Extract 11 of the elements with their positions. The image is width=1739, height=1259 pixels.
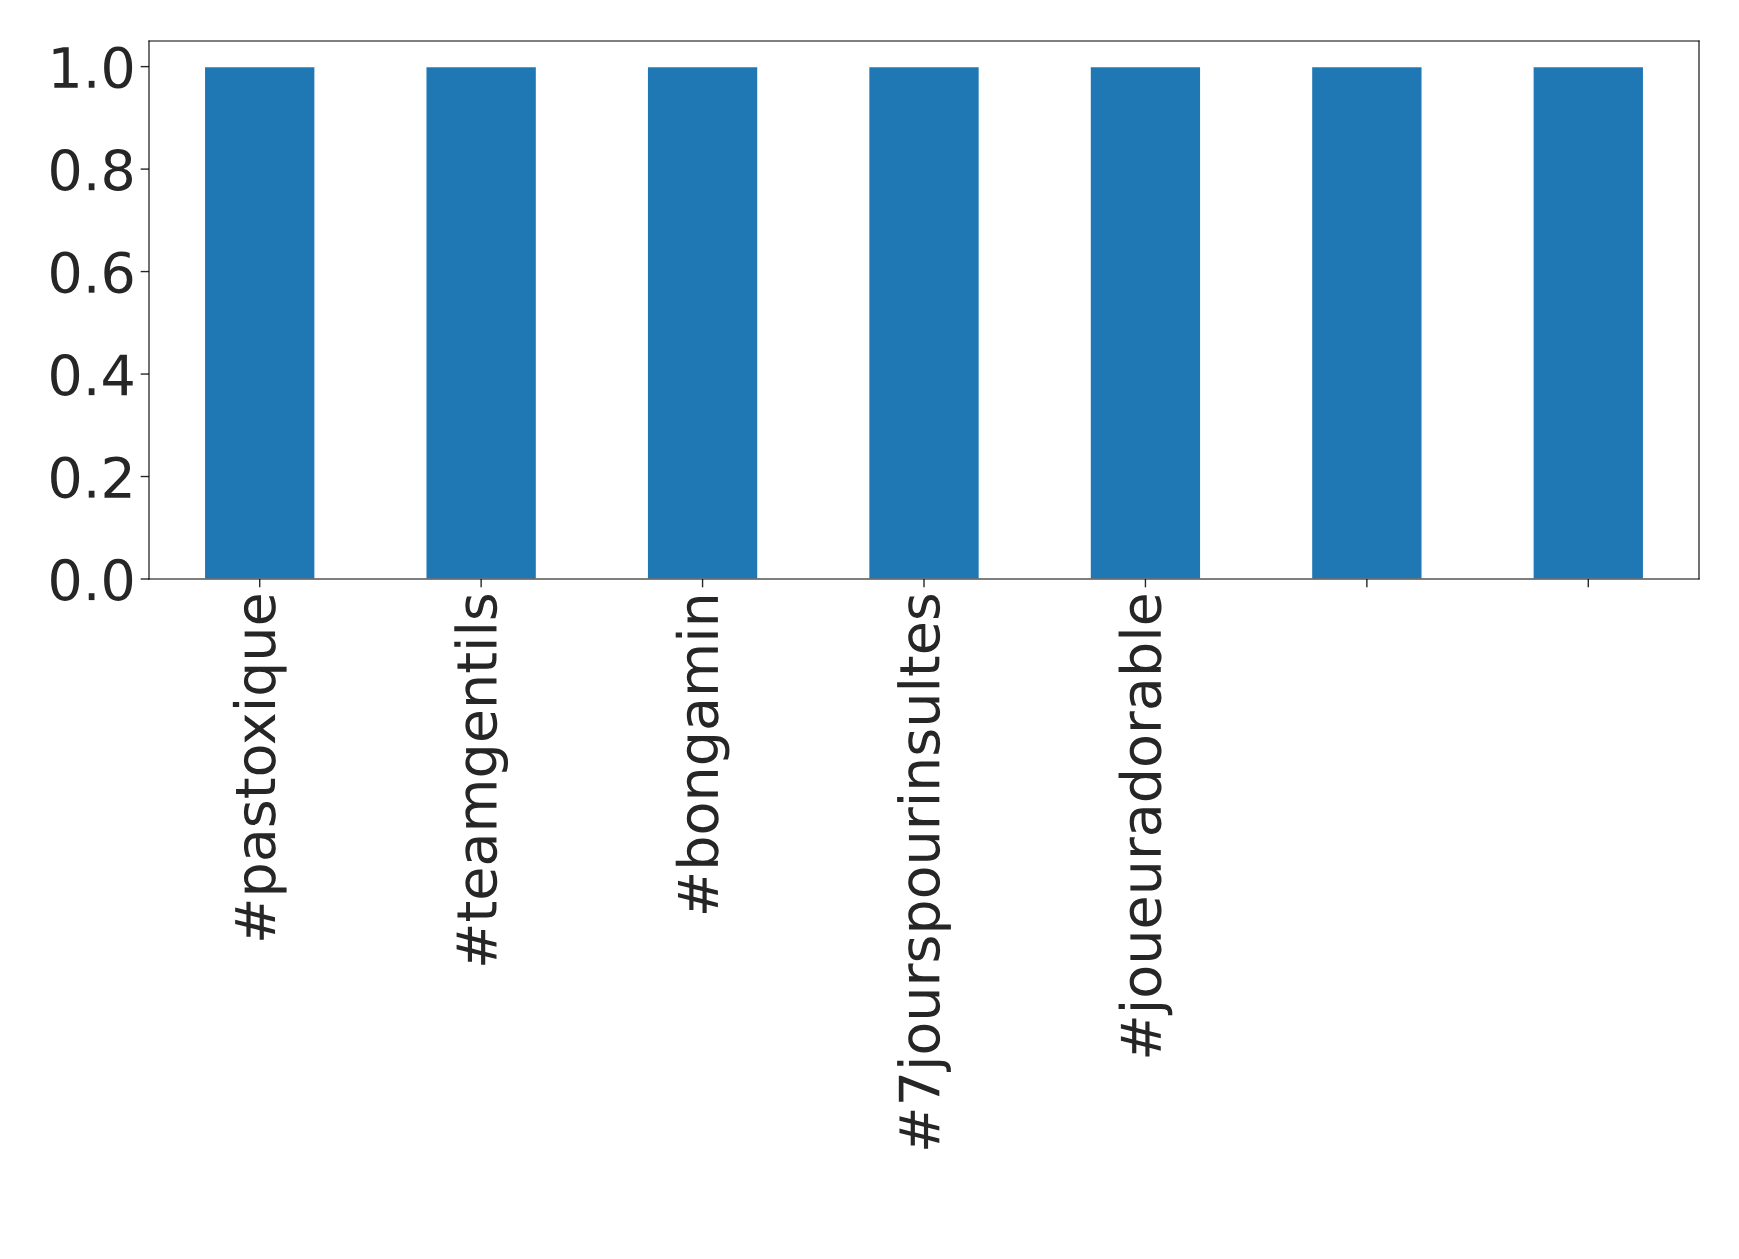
y-tick-label: 0.4 bbox=[51, 353, 133, 396]
x-tick-label: #7jourspourinsultes bbox=[897, 594, 951, 1149]
x-tick-label: #pastoxique bbox=[232, 595, 287, 940]
y-tick-label: 0.6 bbox=[51, 251, 133, 294]
x-tick-label: #joueuradorable bbox=[1118, 595, 1173, 1057]
x-tick-label: #teamgentils bbox=[454, 594, 509, 965]
x-tick-label: #bongamin bbox=[675, 596, 730, 913]
y-tick-label: 0.0 bbox=[51, 558, 133, 601]
y-tick-label: 0.2 bbox=[51, 456, 131, 499]
y-tick-label: 0.8 bbox=[51, 148, 133, 191]
y-tick-label: 1.0 bbox=[53, 46, 133, 89]
